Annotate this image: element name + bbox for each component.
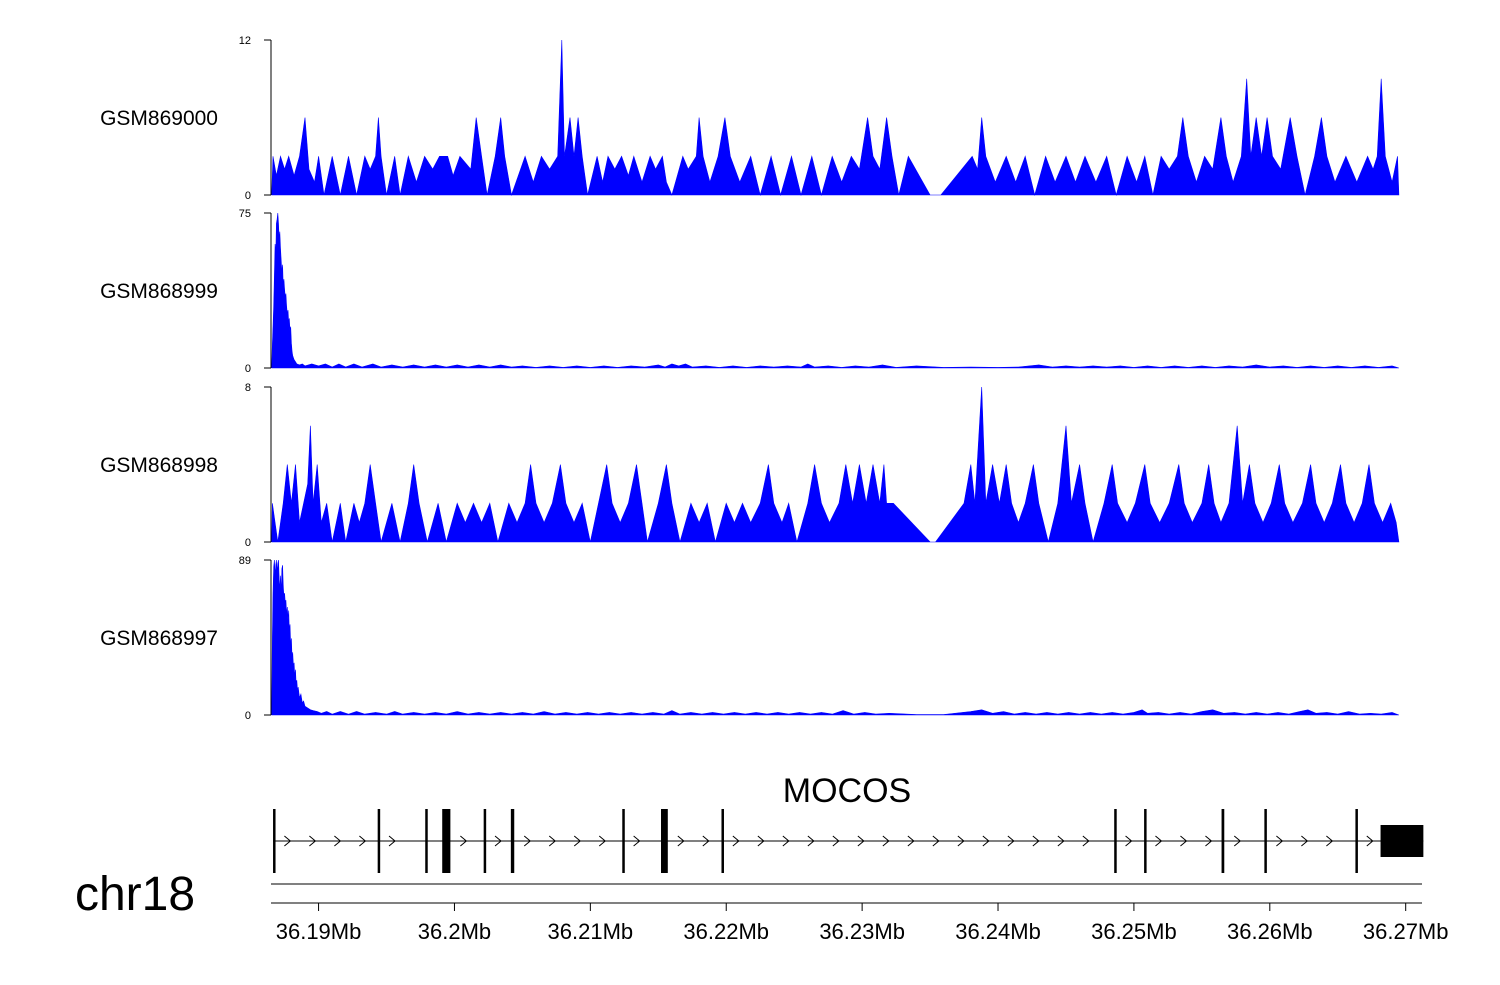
y-axis-max-label: 89	[239, 555, 251, 567]
strand-arrow	[732, 835, 740, 847]
coverage-area	[271, 212, 1399, 369]
coverage-area	[271, 559, 1400, 716]
strand-arrow	[1180, 835, 1188, 847]
exon	[622, 809, 625, 873]
strand-arrow	[494, 835, 502, 847]
track-label: GSM868998	[100, 454, 218, 477]
strand-arrow	[782, 835, 790, 847]
track-gsm868999: 75 0 GSM868999	[100, 208, 1399, 375]
strand-arrow	[1301, 835, 1309, 847]
y-axis-min-label: 0	[245, 710, 251, 722]
gene-model-track: MOCOS	[273, 772, 1424, 873]
exon	[1380, 825, 1424, 857]
exon	[442, 809, 451, 873]
axis-tick-label: 36.22Mb	[683, 919, 769, 944]
strand-arrow	[334, 835, 342, 847]
strand-arrow	[1155, 835, 1163, 847]
strand-arrow	[757, 835, 765, 847]
axis-tick-label: 36.27Mb	[1363, 919, 1449, 944]
exon	[483, 809, 487, 873]
strand-arrow	[1366, 835, 1374, 847]
axis-tick-label: 36.26Mb	[1227, 919, 1313, 944]
track-label: GSM868999	[100, 280, 218, 303]
axis-tick-label: 36.19Mb	[276, 919, 362, 944]
strand-arrow	[677, 835, 685, 847]
strand-arrow	[309, 835, 317, 847]
strand-arrow	[807, 835, 815, 847]
track-gsm869000: 12 0 GSM869000	[100, 35, 1400, 202]
exon	[273, 809, 276, 873]
track-gsm868997: 89 0 GSM868997	[100, 555, 1400, 722]
strand-arrow	[1233, 835, 1242, 847]
strand-arrow	[548, 835, 557, 847]
strand-arrow	[633, 835, 641, 847]
exon	[1144, 809, 1147, 873]
coverage-tracks: 12 0 GSM869000 75 0 GSM868999 8 0 GSM868998 89 0 GS…	[100, 35, 1400, 722]
strand-arrow	[573, 835, 582, 847]
strand-arrow	[359, 835, 367, 847]
strand-arrow	[1082, 835, 1090, 847]
y-axis-min-label: 0	[245, 190, 251, 202]
exon	[1221, 809, 1225, 873]
exon	[377, 809, 381, 873]
gene-name-label: MOCOS	[783, 772, 911, 810]
y-axis-max-label: 12	[239, 35, 251, 47]
strand-arrow	[523, 835, 532, 847]
exon	[721, 809, 724, 873]
strand-arrow	[1125, 835, 1133, 847]
strand-arrow	[598, 835, 607, 847]
strand-arrow	[832, 835, 840, 847]
exon	[661, 809, 668, 873]
strand-arrow	[1057, 835, 1065, 847]
strand-arrow	[1276, 835, 1284, 847]
strand-arrow	[284, 835, 292, 847]
exon	[510, 809, 515, 873]
y-axis-max-label: 75	[239, 208, 251, 220]
strand-arrow	[857, 835, 865, 847]
strand-arrow	[907, 835, 915, 847]
strand-arrow	[1326, 835, 1334, 847]
strand-arrow	[982, 835, 990, 847]
exon	[425, 809, 428, 873]
strand-arrow	[932, 835, 940, 847]
strand-arrow	[1007, 835, 1015, 847]
track-gsm868998: 8 0 GSM868998	[100, 382, 1400, 549]
axis-tick-label: 36.23Mb	[819, 919, 905, 944]
strand-arrow	[957, 835, 965, 847]
strand-arrow	[1032, 835, 1040, 847]
track-label: GSM868997	[100, 627, 218, 650]
coverage-area	[271, 39, 1400, 197]
axis-tick-label: 36.25Mb	[1091, 919, 1177, 944]
exon	[1264, 809, 1267, 873]
chromosome-label: chr18	[75, 868, 195, 921]
axis-tick-label: 36.2Mb	[418, 919, 491, 944]
strand-arrow	[702, 835, 710, 847]
axis-tick-label: 36.21Mb	[548, 919, 634, 944]
strand-arrow	[1205, 835, 1213, 847]
axis-tick-label: 36.24Mb	[955, 919, 1041, 944]
strand-arrow	[388, 835, 396, 847]
y-axis-max-label: 8	[245, 382, 251, 394]
genome-axis: chr18 36.19Mb 36.2Mb 36.21Mb 36.22Mb 36.23Mb…	[75, 868, 1449, 944]
strand-arrow	[460, 835, 468, 847]
y-axis-min-label: 0	[245, 363, 251, 375]
coverage-area	[271, 386, 1400, 543]
strand-arrow	[882, 835, 890, 847]
track-label: GSM869000	[100, 107, 218, 130]
exon	[1114, 809, 1117, 873]
exon	[1355, 809, 1358, 873]
y-axis-min-label: 0	[245, 537, 251, 549]
